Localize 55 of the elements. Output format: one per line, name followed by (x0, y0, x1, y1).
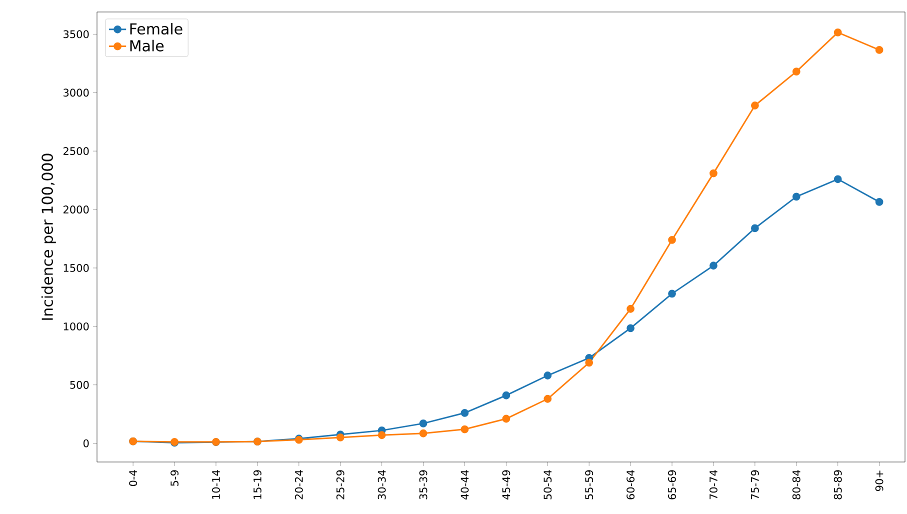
point (544, 372, 552, 380)
x-tick-label: 5-9 (170, 470, 178, 486)
point (750, 224, 759, 232)
y-tick-label: 500 (70, 380, 89, 389)
x-tick-label: 35-39 (419, 470, 428, 500)
x-tick-label: 0-4 (129, 470, 138, 486)
point (585, 358, 594, 367)
x-tick-label: 80-84 (792, 470, 800, 500)
point (460, 425, 469, 434)
point (875, 46, 884, 54)
x-tick-label: 10-14 (212, 470, 220, 499)
x-tick-label: 90+ (875, 470, 884, 492)
point (834, 175, 842, 184)
point (668, 290, 676, 298)
point (419, 429, 428, 438)
legend-label: Male (130, 40, 164, 52)
point (668, 236, 676, 244)
point (710, 169, 718, 178)
y-tick-label: 1000 (64, 322, 89, 330)
y-tick-label: 3000 (64, 88, 89, 97)
x-tick-label: 30-34 (378, 470, 386, 500)
x-tick-label: 60-64 (626, 470, 635, 500)
x-tick-label: 50-54 (544, 470, 552, 500)
point (502, 414, 510, 423)
x-tick-label: 45-49 (502, 470, 510, 500)
x-tick-label: 55-59 (585, 470, 594, 500)
point (792, 192, 800, 201)
y-tick-label: 0 (83, 439, 89, 448)
point (460, 408, 469, 417)
point (710, 262, 718, 270)
x-tick-label: 25-29 (336, 470, 344, 500)
y-axis-title: Incidence per 100,000 (41, 154, 56, 320)
point (378, 431, 386, 440)
point (834, 28, 842, 36)
y-tick-label: 2500 (64, 147, 89, 156)
y-tick-label: 3500 (64, 30, 89, 38)
point (626, 304, 635, 313)
point (336, 434, 344, 442)
x-tick-label: 65-69 (668, 470, 676, 500)
y-tick-label: 1500 (64, 264, 89, 272)
x-tick-label: 75-79 (750, 470, 759, 500)
point (544, 394, 552, 403)
y-tick-label: 2000 (64, 206, 89, 214)
point (792, 68, 800, 76)
point (626, 324, 635, 332)
x-tick-label: 15-19 (253, 470, 262, 499)
point (502, 391, 510, 400)
point (750, 102, 759, 110)
x-tick-label: 70-74 (710, 470, 718, 500)
point (419, 419, 428, 428)
x-tick-label: 20-24 (294, 470, 303, 500)
legend-label: Female (130, 22, 182, 35)
x-tick-label: 85-89 (834, 470, 842, 500)
x-tick-label: 40-44 (460, 470, 469, 500)
point (875, 198, 884, 206)
